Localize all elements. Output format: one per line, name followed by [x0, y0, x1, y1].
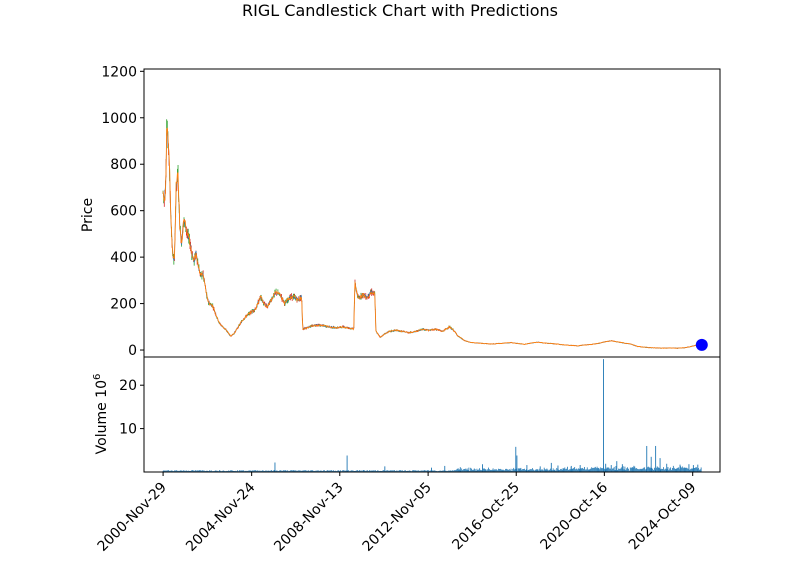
price-series: [162, 119, 708, 351]
volume-y-axis-label: Volume 106: [92, 374, 110, 455]
price-y-tick-label: 200: [110, 297, 137, 313]
volume-axes-frame: [143, 356, 721, 473]
price-y-tick-label: 1200: [101, 64, 137, 80]
x-tick-label: 2016-Oct-25: [449, 480, 523, 554]
x-tick-label: 2000-Nov-29: [95, 480, 170, 555]
price-y-tick-label: 800: [110, 157, 137, 173]
price-y-tick-label: 600: [110, 204, 137, 220]
price-y-tick-label: 1000: [101, 111, 137, 127]
x-tick-label: 2008-Nov-13: [271, 480, 346, 555]
price-panel: 0 200 400 600 800 1000 1200 Price: [80, 64, 721, 359]
x-tick-label: 2012-Nov-05: [360, 480, 435, 555]
volume-y-tick-label: 10: [119, 422, 137, 438]
chart-title: RIGL Candlestick Chart with Predictions: [242, 1, 558, 20]
volume-bars: [162, 359, 702, 472]
x-axis-ticks: 2000-Nov-29 2004-Nov-24 2008-Nov-13 2012-No…: [95, 472, 700, 555]
prediction-point: [695, 338, 708, 351]
x-tick-label: 2024-Oct-09: [626, 480, 700, 554]
x-tick-label: 2004-Nov-24: [183, 479, 258, 554]
x-tick-label: 2020-Oct-16: [538, 479, 612, 553]
price-y-tick-label: 0: [128, 343, 137, 359]
volume-label-exponent: 6: [92, 374, 103, 380]
price-y-axis-label: Price: [80, 198, 96, 232]
open-price-line: [162, 129, 702, 349]
close-price-line: [162, 127, 702, 349]
price-axes-frame: [143, 68, 721, 358]
volume-y-ticks: 10 20: [119, 378, 144, 438]
price-y-tick-label: 400: [110, 250, 137, 266]
volume-label-text: Volume 10: [94, 380, 110, 454]
price-y-ticks: 0 200 400 600 800 1000 1200: [101, 64, 144, 359]
volume-y-tick-label: 20: [119, 378, 137, 394]
